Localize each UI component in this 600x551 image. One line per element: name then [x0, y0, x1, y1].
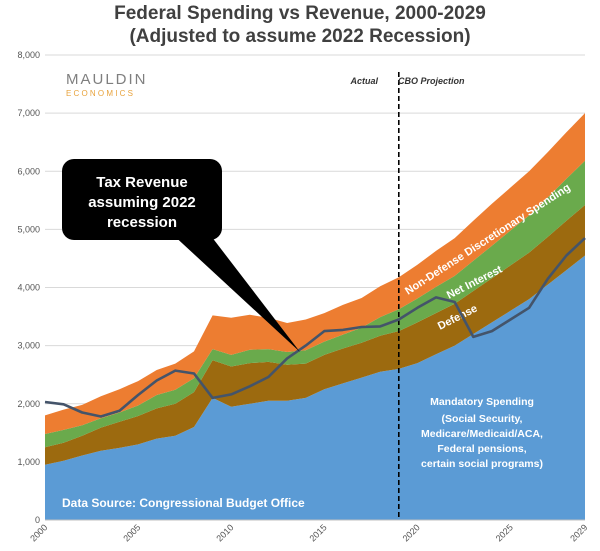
mandatory-title: Mandatory Spending [430, 396, 534, 408]
tax-revenue-callout: Tax Revenue assuming 2022 recession [62, 159, 300, 352]
x-tick-label: 2029 [568, 522, 589, 543]
logo-line1: MAULDIN [66, 71, 148, 88]
y-tick-label: 0 [35, 515, 40, 525]
stacked-areas [45, 113, 585, 520]
area-non_defense [45, 113, 585, 434]
callout-pointer [170, 232, 300, 352]
callout-box [62, 159, 222, 240]
y-tick-label: 6,000 [17, 166, 40, 176]
chart-subtitle: (Adjusted to assume 2022 Recession) [129, 26, 471, 47]
x-tick-label: 2005 [121, 522, 142, 543]
revenue-line-layer [44, 237, 586, 418]
x-tick-label: 2020 [401, 522, 422, 543]
y-tick-label: 8,000 [17, 50, 40, 60]
axes: 0 1,000 2,000 3,000 4,000 5,000 6,000 7,000 8,00… [17, 50, 589, 544]
data-source: Data Source: Congressional Budget Office [62, 496, 305, 510]
area-mandatory [45, 255, 585, 520]
chart-title: Federal Spending vs Revenue, 2000-2029 [114, 3, 486, 24]
logo-line2: ECONOMICS [66, 89, 135, 98]
mandatory-detail-1: (Social Security, [442, 413, 523, 425]
mandatory-spending-annotation: Mandatory Spending (Social Security, Med… [421, 396, 543, 470]
mandatory-detail-3: Federal pensions, [437, 443, 526, 455]
projection-label: CBO Projection [398, 76, 465, 86]
y-tick-label: 2,000 [17, 399, 40, 409]
x-tick-label: 2025 [494, 522, 515, 543]
y-tick-label: 5,000 [17, 224, 40, 234]
callout-line-2: assuming 2022 [88, 194, 196, 211]
x-tick-label: 2015 [307, 522, 328, 543]
callout-line-3: recession [107, 214, 177, 231]
y-tick-label: 7,000 [17, 108, 40, 118]
y-tick-label: 4,000 [17, 283, 40, 293]
callout-line-1: Tax Revenue [96, 174, 187, 191]
y-tick-label: 1,000 [17, 457, 40, 467]
area-defense [45, 205, 585, 465]
x-tick-label: 2010 [214, 522, 235, 543]
revenue-line [44, 237, 586, 418]
x-tick-label: 2000 [28, 522, 49, 543]
y-tick-label: 3,000 [17, 341, 40, 351]
mandatory-detail-2: Medicare/Medicaid/ACA, [421, 428, 543, 440]
mandatory-detail-4: certain social programs) [421, 458, 543, 470]
actual-label: Actual [349, 76, 378, 86]
mauldin-logo: MAULDIN ECONOMICS [66, 71, 148, 98]
